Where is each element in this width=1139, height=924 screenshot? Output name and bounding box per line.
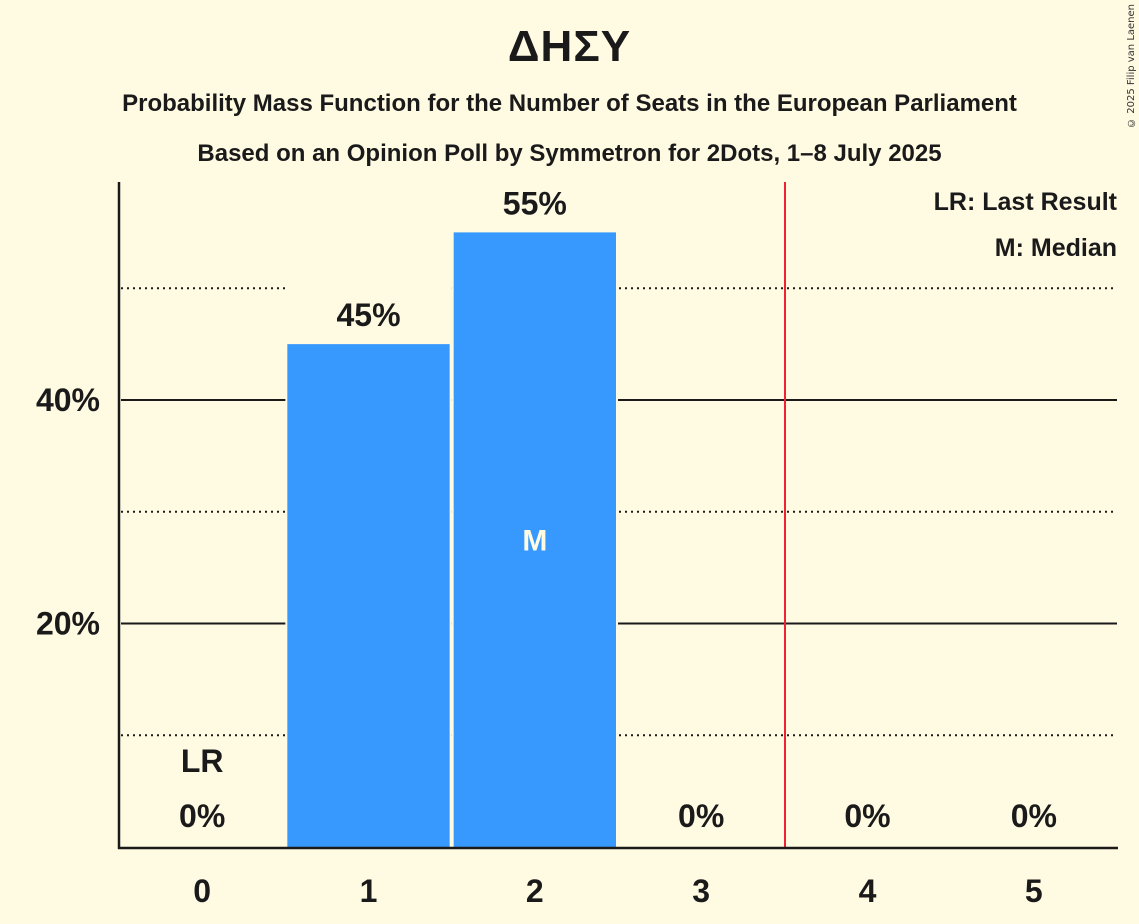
chart-source: Based on an Opinion Poll by Symmetron fo… xyxy=(197,140,942,167)
legend-last-result: LR: Last Result xyxy=(934,188,1118,216)
value-label: 0% xyxy=(678,798,724,834)
bar-2 xyxy=(453,232,616,847)
chart-subtitle: Probability Mass Function for the Number… xyxy=(122,90,1017,117)
bar-1 xyxy=(287,344,450,847)
x-tick-label: 1 xyxy=(360,873,378,909)
x-tick-label: 2 xyxy=(526,873,544,909)
axes xyxy=(117,182,1118,850)
bars xyxy=(285,182,618,847)
gridlines xyxy=(121,287,1117,737)
x-tick-label: 5 xyxy=(1025,873,1043,909)
value-label: 0% xyxy=(179,798,225,834)
legend-median: M: Median xyxy=(995,234,1117,262)
chart-title: ΔΗΣΥ xyxy=(507,22,632,71)
median-marker: M xyxy=(522,525,547,558)
value-label: 0% xyxy=(844,798,890,834)
x-tick-label: 0 xyxy=(193,873,211,909)
x-tick-label: 3 xyxy=(692,873,710,909)
last-result-marker: LR xyxy=(181,743,224,779)
value-label: 45% xyxy=(336,297,400,333)
value-label: 55% xyxy=(503,185,567,221)
value-label: 0% xyxy=(1011,798,1057,834)
x-tick-label: 4 xyxy=(859,873,877,909)
y-tick-label: 40% xyxy=(36,382,100,418)
y-tick-label: 20% xyxy=(36,606,100,642)
